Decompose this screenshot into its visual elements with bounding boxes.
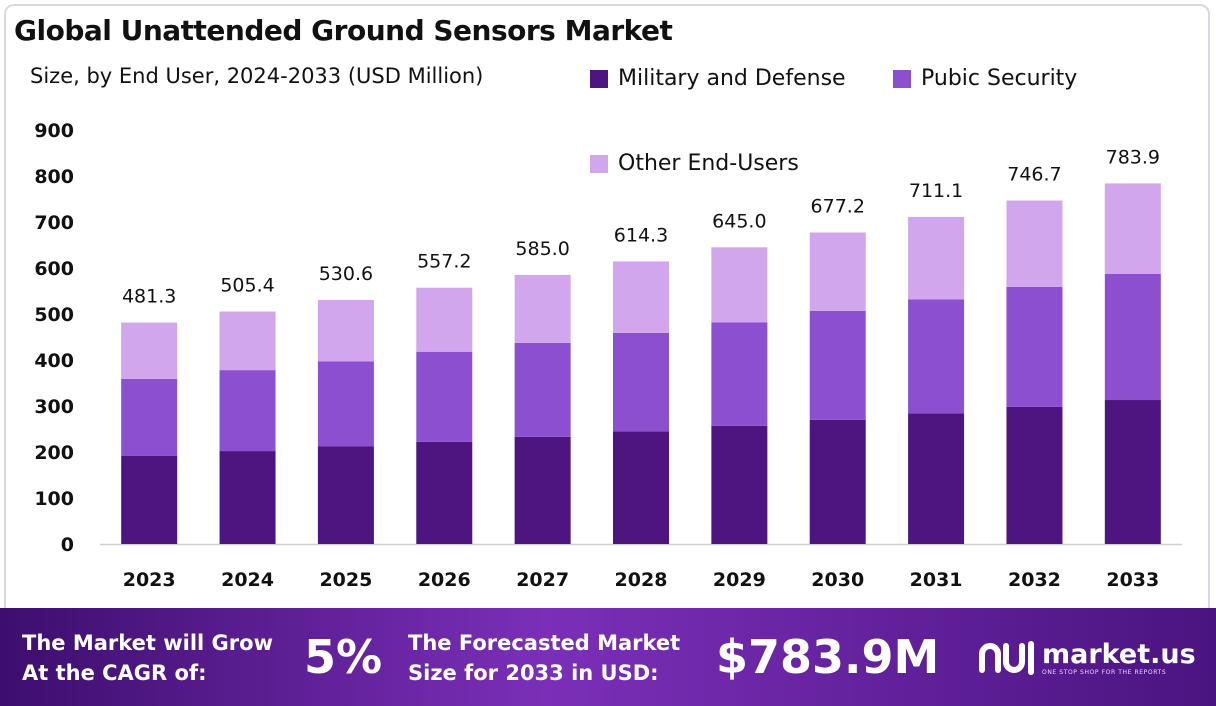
y-tick-label: 200 [34, 442, 74, 464]
x-tick-label: 2027 [516, 569, 569, 591]
bar-segment-public-security [121, 378, 178, 456]
y-tick-label: 900 [34, 120, 74, 142]
bar-segment-public-security [613, 332, 669, 432]
legend-label-public-security: Pubic Security [921, 66, 1078, 91]
cagr-caption: The Market will Grow At the CAGR of: [22, 628, 273, 688]
bar-total-label: 585.0 [515, 238, 569, 260]
bar-total-label: 530.6 [319, 263, 373, 285]
y-tick-label: 800 [34, 166, 74, 188]
legend-swatch-other [590, 154, 608, 173]
y-tick-label: 600 [34, 258, 74, 280]
bar-total-label: 505.4 [220, 275, 274, 297]
x-tick-label: 2023 [123, 569, 176, 591]
cagr-value: 5% [304, 630, 383, 684]
legend-public-security: Pubic Security [893, 66, 1077, 91]
bar-segment-public-security [317, 361, 374, 447]
x-tick-label: 2032 [1008, 569, 1061, 591]
bar-segment-military [711, 425, 768, 544]
bar-segment-other [416, 287, 473, 352]
footer-banner [0, 608, 1216, 706]
bar-segment-military [1006, 406, 1063, 544]
forecast-value: $783.9M [716, 630, 940, 684]
bar-segment-other [1104, 183, 1161, 274]
bar-total-label: 557.2 [417, 251, 471, 273]
x-tick-label: 2031 [910, 569, 963, 591]
forecast-caption-line2: Size for 2033 in USD: [408, 661, 659, 685]
x-tick-label: 2033 [1106, 569, 1159, 591]
y-tick-label: 100 [34, 488, 74, 510]
brand-logo: market.us ONE STOP SHOP FOR THE REPORTS [978, 638, 1196, 678]
bar-segment-public-security [514, 342, 571, 437]
bar-segment-military [809, 419, 866, 544]
market-us-logo-icon [979, 641, 1034, 675]
bar-segment-military [514, 436, 571, 544]
x-tick-label: 2026 [418, 569, 471, 591]
chart-frame [4, 4, 1210, 608]
x-tick-label: 2028 [615, 569, 668, 591]
y-tick-label: 300 [34, 396, 74, 418]
legend-military: Military and Defense [590, 66, 846, 91]
bar-total-label: 783.9 [1106, 146, 1160, 168]
bar-segment-military [317, 446, 374, 544]
bar-segment-other [121, 322, 178, 379]
bar-segment-public-security [1104, 273, 1161, 401]
bar-segment-public-security [219, 370, 276, 452]
x-tick-label: 2025 [319, 569, 372, 591]
bar-segment-other [317, 299, 374, 362]
bar-segment-public-security [809, 310, 866, 420]
bar-segment-military [416, 441, 473, 544]
bar-segment-other [219, 311, 276, 371]
chart-title: Global Unattended Ground Sensors Market [14, 14, 673, 47]
bar-segment-public-security [1006, 286, 1063, 407]
forecast-caption-line1: The Forecasted Market [408, 631, 681, 655]
x-tick-label: 2030 [811, 569, 864, 591]
bar-total-label: 746.7 [1007, 164, 1061, 186]
x-tick-label: 2024 [221, 569, 274, 591]
x-tick-label: 2029 [713, 569, 766, 591]
legend-other: Other End-Users [590, 151, 799, 176]
cagr-caption-line2: At the CAGR of: [22, 661, 207, 685]
bar-total-label: 614.3 [614, 224, 668, 246]
stacked-bar-chart: 0 100 200 300 400 500 600 700 800 900 481.3 2023 505… [34, 120, 1182, 591]
bar-segment-military [219, 451, 276, 544]
bar-segment-military [908, 413, 965, 544]
brand-tagline: ONE STOP SHOP FOR THE REPORTS [1042, 668, 1167, 676]
legend-label-other: Other End-Users [618, 151, 799, 176]
bar-segment-public-security [416, 351, 473, 442]
chart-subtitle: Size, by End User, 2024-2033 (USD Millio… [30, 64, 484, 88]
y-tick-label: 500 [34, 304, 74, 326]
legend-swatch-military [590, 69, 608, 88]
bar-total-label: 677.2 [811, 195, 865, 217]
bar-segment-military [121, 455, 178, 544]
legend-label-military: Military and Defense [618, 66, 846, 91]
bar-segment-other [711, 247, 768, 323]
y-tick-label: 400 [34, 350, 74, 372]
bar-segment-other [908, 216, 965, 300]
bar-segment-military [1104, 400, 1161, 544]
bar-segment-other [613, 261, 669, 333]
bar-segment-military [613, 431, 669, 544]
bar-segment-other [514, 274, 571, 343]
y-tick-label: 700 [34, 212, 74, 234]
bar-segment-public-security [711, 322, 768, 426]
bar-segment-other [1006, 200, 1063, 287]
legend-swatch-public-security [893, 69, 911, 88]
brand-name: market.us [1042, 638, 1196, 670]
bar-total-label: 481.3 [122, 286, 176, 308]
forecast-caption: The Forecasted Market Size for 2033 in U… [408, 628, 680, 688]
bar-total-label: 711.1 [909, 180, 963, 202]
cagr-caption-line1: The Market will Grow [22, 631, 273, 655]
bar-total-label: 645.0 [712, 210, 766, 232]
bar-segment-other [809, 232, 866, 311]
bar-segment-public-security [908, 299, 965, 414]
y-tick-label: 0 [61, 534, 74, 556]
